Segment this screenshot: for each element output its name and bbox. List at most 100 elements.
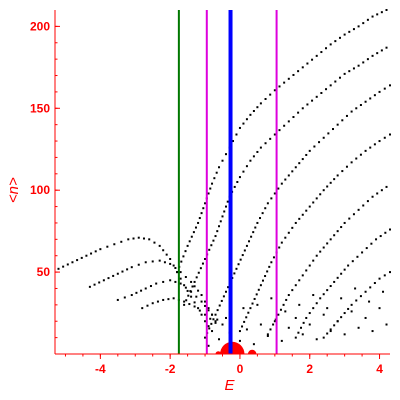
data-point (305, 269, 308, 272)
data-point (329, 181, 332, 184)
data-point (294, 166, 297, 169)
data-point (218, 166, 221, 169)
data-point (333, 178, 336, 181)
data-point (247, 311, 250, 314)
data-point (366, 18, 369, 21)
data-point (294, 284, 297, 287)
data-point (369, 97, 372, 100)
data-point (364, 100, 367, 103)
data-point (211, 182, 214, 185)
data-point (350, 310, 353, 313)
data-point (194, 226, 197, 229)
data-point (362, 61, 365, 64)
data-point (180, 260, 183, 263)
data-point (308, 264, 311, 267)
data-point (266, 334, 269, 337)
data-point (280, 182, 283, 185)
data-point (294, 316, 297, 319)
data-point (292, 73, 295, 76)
data-point (141, 307, 144, 310)
data-point (116, 298, 119, 301)
data-point (373, 94, 376, 97)
data-point (334, 40, 337, 43)
data-point (297, 70, 300, 73)
data-point (298, 303, 301, 306)
data-point (287, 326, 290, 329)
data-point (204, 304, 207, 307)
data-point (179, 271, 182, 274)
data-point (379, 235, 382, 238)
data-point (343, 268, 346, 271)
data-point (245, 118, 248, 121)
data-point (272, 323, 275, 326)
data-point (319, 297, 322, 300)
data-point (204, 336, 207, 339)
data-point (277, 313, 280, 316)
data-point (334, 80, 337, 83)
data-point (172, 264, 175, 267)
data-point (385, 9, 388, 11)
data-point (90, 252, 93, 255)
data-point (186, 289, 189, 292)
data-point (340, 226, 343, 229)
data-point (362, 22, 365, 25)
data-point (269, 137, 272, 140)
data-point (366, 58, 369, 61)
data-point (216, 230, 219, 233)
data-point (146, 304, 149, 307)
data-point (385, 323, 388, 326)
data-point (287, 174, 290, 177)
data-point (209, 317, 212, 320)
data-point (291, 226, 294, 229)
y-tick-label: 150 (30, 101, 50, 115)
data-point (322, 246, 325, 249)
data-point (284, 310, 287, 313)
y-tick-label: 100 (30, 183, 50, 197)
data-point (284, 178, 287, 181)
data-point (238, 330, 241, 333)
data-point (369, 146, 372, 149)
data-point (383, 87, 386, 90)
data-point (352, 28, 355, 31)
data-point (256, 303, 259, 306)
data-point (341, 170, 344, 173)
data-point (256, 106, 259, 109)
data-point (113, 243, 116, 246)
data-point (174, 267, 177, 269)
data-point (357, 25, 360, 28)
data-point (241, 325, 244, 328)
data-point (318, 141, 321, 144)
data-point (233, 272, 236, 275)
data-point (322, 293, 325, 296)
data-point (301, 158, 304, 161)
data-point (142, 237, 145, 240)
data-point (197, 289, 200, 292)
data-point (282, 303, 285, 306)
data-point (207, 309, 210, 312)
data-point (220, 299, 223, 302)
x-tick-label: 2 (306, 362, 313, 376)
data-point (326, 332, 329, 335)
data-point (384, 231, 387, 234)
data-point (165, 253, 168, 256)
data-point (383, 274, 386, 277)
data-point (338, 76, 341, 79)
data-point (315, 254, 318, 257)
data-point (94, 250, 97, 253)
data-point (326, 289, 329, 292)
data-point (190, 235, 193, 238)
data-point (221, 323, 224, 326)
data-point (231, 140, 234, 143)
data-point (308, 205, 311, 208)
data-point (187, 294, 190, 297)
data-point (266, 333, 269, 336)
data-point (312, 307, 315, 310)
data-point (216, 318, 219, 321)
data-point (184, 276, 187, 279)
data-point (238, 126, 241, 129)
data-point (301, 213, 304, 216)
data-point (308, 149, 311, 152)
data-point (245, 316, 248, 319)
data-point (242, 307, 245, 310)
data-point (242, 122, 245, 125)
